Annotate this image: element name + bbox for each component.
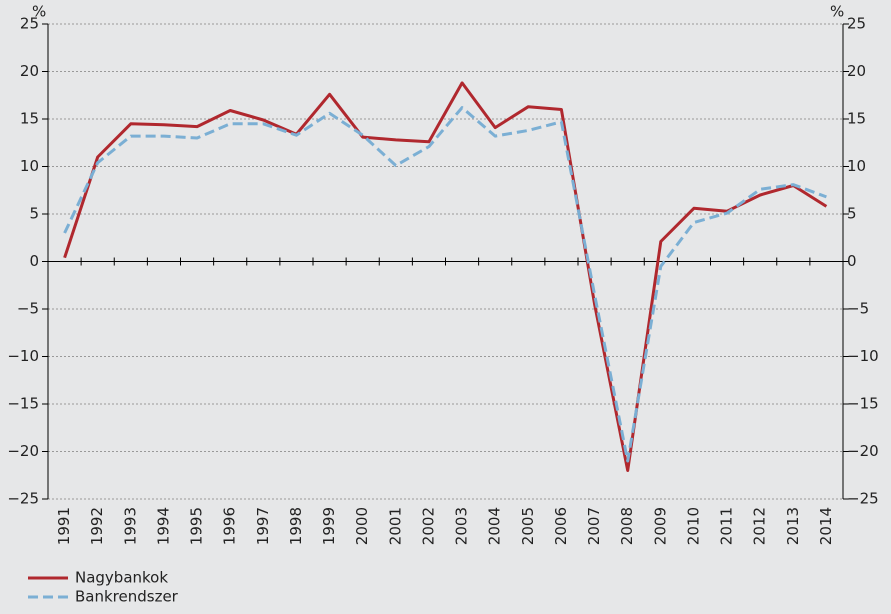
y-tick-label: 15 — [20, 110, 39, 128]
legend-label: Bankrendszer — [75, 588, 179, 606]
x-tick-label: 1994 — [154, 507, 172, 545]
x-tick-label: 1996 — [221, 507, 239, 545]
y2-tick-label: 0 — [847, 252, 857, 270]
x-tick-label: 2013 — [784, 507, 802, 545]
y2-tick-label: −5 — [847, 300, 869, 318]
y-tick-label: 5 — [29, 205, 39, 223]
y2-tick-label: −25 — [847, 490, 879, 508]
y-tick-label: −25 — [7, 490, 39, 508]
y2-tick-label: −20 — [847, 442, 879, 460]
x-tick-label: 2007 — [585, 507, 603, 545]
x-tick-label: 1991 — [55, 507, 73, 545]
y-tick-label: −10 — [7, 347, 39, 365]
y-tick-label: −20 — [7, 442, 39, 460]
y2-tick-label: 5 — [847, 205, 857, 223]
x-tick-label: 2014 — [817, 507, 835, 545]
series-line — [63, 81, 828, 472]
x-tick-label: 2006 — [552, 507, 570, 545]
y2-tick-label: −15 — [847, 395, 879, 413]
x-tick-label: 2004 — [486, 507, 504, 545]
x-tick-label: 1992 — [88, 507, 106, 545]
legend-label: Nagybankok — [75, 569, 168, 587]
y2-tick-label: 15 — [847, 110, 866, 128]
x-tick-label: 1999 — [320, 507, 338, 545]
x-tick-label: 1995 — [188, 507, 206, 545]
y-tick-label: −5 — [17, 300, 39, 318]
x-tick-label: 2002 — [419, 507, 437, 545]
x-tick-label: 2009 — [651, 507, 669, 545]
x-tick-label: 2001 — [386, 507, 404, 545]
y2-unit: % — [830, 3, 844, 21]
x-tick-label: 2010 — [684, 507, 702, 545]
x-tick-label: 1993 — [121, 507, 139, 545]
y2-tick-label: 10 — [847, 157, 866, 175]
y-tick-label: −15 — [7, 395, 39, 413]
y-tick-label: 20 — [20, 62, 39, 80]
y-tick-label: 0 — [29, 252, 39, 270]
x-tick-label: 2012 — [751, 507, 769, 545]
y-unit: % — [32, 3, 46, 21]
y2-tick-label: 25 — [847, 15, 866, 33]
x-tick-label: 1997 — [254, 507, 272, 545]
y-tick-label: 25 — [20, 15, 39, 33]
x-tick-label: 2011 — [718, 507, 736, 545]
series-line — [63, 106, 827, 463]
x-tick-label: 2003 — [453, 507, 471, 545]
y2-tick-label: 20 — [847, 62, 866, 80]
x-tick-label: 2008 — [618, 507, 636, 545]
y-tick-label: 10 — [20, 157, 39, 175]
x-tick-label: 2000 — [353, 507, 371, 545]
x-tick-label: 1998 — [287, 507, 305, 545]
y2-tick-label: −10 — [847, 347, 879, 365]
x-tick-label: 2005 — [519, 507, 537, 545]
